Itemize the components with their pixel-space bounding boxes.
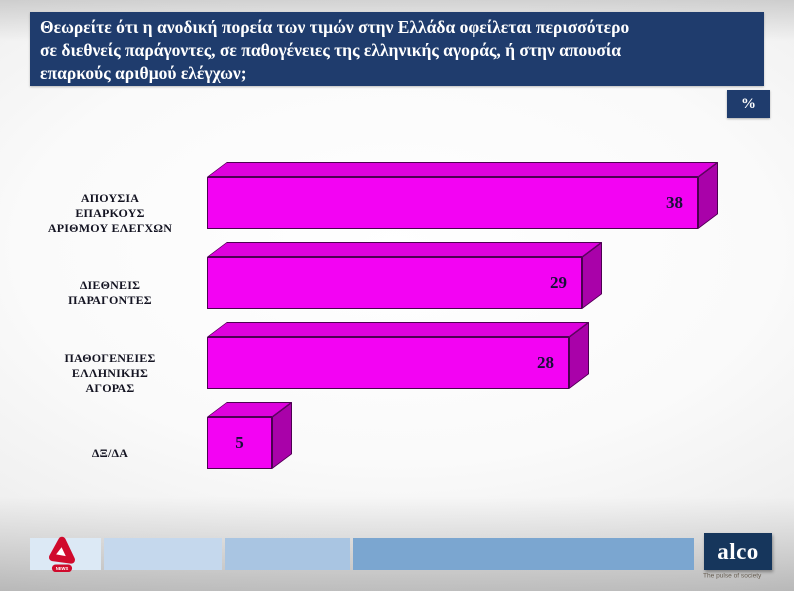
question-line-2: σε διεθνείς παράγοντες, σε παθογένειες τ… [40,40,622,60]
category-label-line: ΔΞ/ΔΑ [91,445,129,460]
question-line-1: Θεωρείτε ότι η ανοδική πορεία των τιμών … [40,17,630,37]
bar-3d: 5 [207,401,292,469]
bar-3d: 38 [207,161,718,229]
bar-3d: 28 [207,321,589,389]
category-label: ΑΠΟΥΣΙΑ ΕΠΑΡΚΟΥΣ ΑΡΙΘΜΟΥ ΕΛΕΓΧΩΝ [15,187,205,239]
question-line-3: επαρκούς αριθμού ελέγχων; [40,63,247,83]
category-label-line: ΑΓΟΡΑΣ [85,380,135,395]
bar-front-face: 5 [207,417,272,469]
chart-row: ΔΞ/ΔΑ 5 [0,401,794,469]
category-label-line: ΑΡΙΘΜΟΥ ΕΛΕΓΧΩΝ [47,220,173,235]
alpha-news-logo-icon: NEWS [48,536,76,573]
category-label-line: ΠΑΘΟΓΕΝΕΙΕΣ [64,350,156,365]
category-label: ΠΑΘΟΓΕΝΕΙΕΣ ΕΛΛΗΝΙΚΗΣ ΑΓΟΡΑΣ [15,347,205,399]
bar-front-face: 38 [207,177,698,229]
bar-3d: 29 [207,241,602,309]
chart-row: ΑΠΟΥΣΙΑ ΕΠΑΡΚΟΥΣ ΑΡΙΘΜΟΥ ΕΛΕΓΧΩΝ 38 [0,161,794,235]
footer-strip-segment-2 [104,538,222,570]
bar-front-face: 28 [207,337,569,389]
category-label-line: ΑΠΟΥΣΙΑ [80,190,140,205]
category-label-line: ΕΛΛΗΝΙΚΗΣ [71,365,149,380]
category-label: ΔΙΕΘΝΕΙΣ ΠΑΡΑΓΟΝΤΕΣ [15,267,205,319]
bar-value-label: 29 [550,273,567,292]
category-label: ΔΞ/ΔΑ [15,427,205,479]
footer-strip-segment-3 [225,538,350,570]
bar-value-label: 5 [235,433,244,452]
alco-logo: alco [704,533,772,570]
question-header: Θεωρείτε ότι η ανοδική πορεία των τιμών … [30,12,764,86]
category-label-line: ΕΠΑΡΚΟΥΣ [75,205,145,220]
footer-strip-segment-4 [353,538,694,570]
category-label-line: ΠΑΡΑΓΟΝΤΕΣ [68,293,152,307]
alco-tagline: The pulse of society [703,572,762,580]
percent-badge: % [727,90,770,118]
bar-front-face: 29 [207,257,582,309]
bar-top-face [207,322,589,337]
alpha-news-label: NEWS [56,566,69,571]
chart-row: ΔΙΕΘΝΕΙΣ ΠΑΡΑΓΟΝΤΕΣ 29 [0,241,794,309]
chart-row: ΠΑΘΟΓΕΝΕΙΕΣ ΕΛΛΗΝΙΚΗΣ ΑΓΟΡΑΣ 28 [0,321,794,395]
bar-top-face [207,162,718,177]
bar-value-label: 38 [666,193,683,212]
bar-value-label: 28 [537,353,554,372]
bar-top-face [207,242,602,257]
category-label-line: ΔΙΕΘΝΕΙΣ [79,278,141,292]
alco-logo-text: alco [717,539,759,564]
